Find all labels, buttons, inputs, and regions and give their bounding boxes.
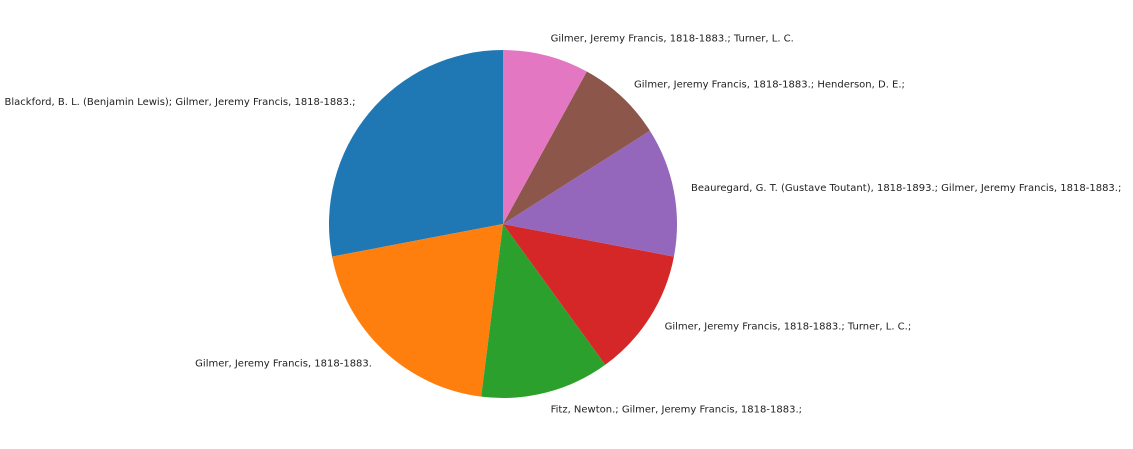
pie-labels: Blackford, B. L. (Benjamin Lewis); Gilme… [5,34,1122,416]
pie-slice-0 [328,50,503,257]
pie-slice-4 [503,130,677,257]
pie-slices [328,50,677,398]
pie-slice-1 [332,224,503,397]
pie-slice-label-3: Gilmer, Jeremy Francis, 1818-1883.; Turn… [665,322,912,333]
pie-slice-6 [503,50,587,224]
pie-slice-label-2: Fitz, Newton.; Gilmer, Jeremy Francis, 1… [551,404,802,415]
pie-slice-5 [503,71,650,224]
pie-slice-label-6: Gilmer, Jeremy Francis, 1818-1883.; Turn… [551,34,794,45]
pie-slice-2 [481,224,606,398]
pie-slice-label-4: Beauregard, G. T. (Gustave Toutant), 181… [691,183,1121,194]
pie-slice-label-1: Gilmer, Jeremy Francis, 1818-1883. [195,359,372,370]
pie-slice-label-0: Blackford, B. L. (Benjamin Lewis); Gilme… [5,97,356,108]
pie-slice-3 [503,224,674,365]
pie-slice-label-5: Gilmer, Jeremy Francis, 1818-1883.; Hend… [634,79,905,90]
